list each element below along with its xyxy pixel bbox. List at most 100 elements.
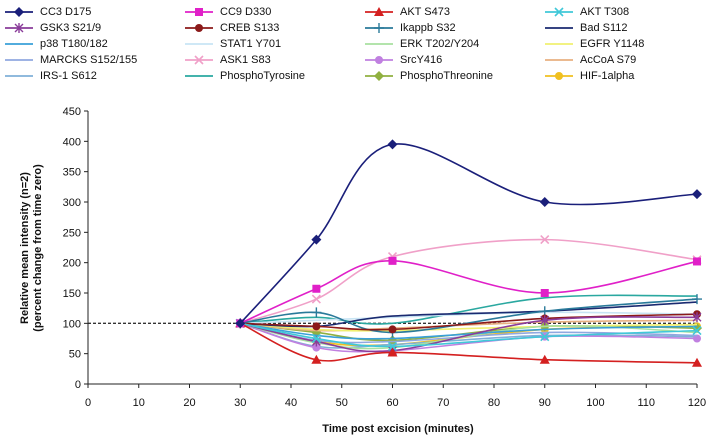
legend-label: p38 T180/182 (40, 38, 108, 50)
legend-item-erk-t202-y204: ERK T202/Y204 (364, 36, 479, 52)
data-point (692, 357, 702, 367)
x-axis-title: Time post excision (minutes) (322, 423, 474, 435)
legend-item-hif-1alpha: HIF-1alpha (544, 68, 634, 84)
legend-swatch (545, 7, 573, 17)
legend-item-akt-t308: AKT T308 (544, 4, 629, 20)
data-point (539, 197, 550, 207)
data-point (692, 312, 702, 323)
legend-swatch (545, 27, 573, 29)
data-point (235, 318, 246, 329)
legend-swatch (185, 75, 213, 77)
legend-swatch-marker (554, 7, 564, 17)
legend-label: CC9 D330 (220, 6, 272, 18)
legend-item-egfr-y1148: EGFR Y1148 (544, 36, 644, 52)
data-point (311, 333, 321, 344)
data-point (312, 284, 321, 293)
legend-swatch (185, 43, 213, 45)
x-tick-label: 0 (85, 397, 91, 409)
legend-item-irs-1-s612: IRS-1 S612 (4, 68, 97, 84)
legend-label: MARCKS S152/155 (40, 54, 138, 66)
y-tick-label: 150 (63, 288, 81, 300)
x-tick-label: 100 (586, 397, 604, 409)
data-point (388, 325, 397, 334)
legend-item-accoa-s79: AcCoA S79 (544, 52, 636, 68)
legend-label: AcCoA S79 (580, 54, 637, 66)
legend-swatch (365, 56, 393, 64)
legend-label: GSK3 S21/9 (40, 22, 102, 34)
series-line-akt-t308 (240, 322, 698, 348)
x-tick-label: 50 (336, 397, 348, 409)
data-point (387, 139, 398, 150)
legend-swatch-marker (195, 8, 203, 16)
data-point (387, 341, 398, 351)
legend-item-srcy416: SrcY416 (364, 52, 442, 68)
series-line-ikappb-s32 (240, 298, 698, 334)
legend-swatch (5, 75, 33, 77)
legend-swatch-marker (194, 55, 204, 65)
legend-label: AKT T308 (580, 6, 630, 18)
legend-swatch-marker (14, 23, 24, 33)
legend-swatch (185, 24, 213, 32)
data-point (311, 234, 322, 245)
legend-swatch (185, 8, 213, 16)
x-tick-label: 10 (133, 397, 145, 409)
x-tick-label: 30 (234, 397, 246, 409)
legend-label: STAT1 Y701 (220, 38, 282, 50)
y-tick-label: 250 (63, 227, 81, 239)
legend-label: SrcY416 (400, 54, 443, 66)
data-point (692, 294, 702, 305)
series-line-cc3-d175 (239, 143, 698, 324)
legend-swatch-marker (375, 56, 383, 64)
legend-swatch (185, 55, 213, 65)
x-tick-label: 90 (539, 397, 551, 409)
data-point (387, 347, 398, 357)
y-axis-title-line-1: Relative mean intensity (n=2) (19, 172, 31, 324)
series-line-creb-s133 (240, 313, 698, 331)
legend-swatch-marker (374, 23, 384, 33)
legend-label: Bad S112 (580, 22, 628, 34)
series-line-stat1-y701 (240, 311, 698, 325)
data-point (311, 354, 322, 364)
data-point (311, 307, 322, 318)
legend-swatch (545, 43, 573, 45)
data-point (693, 257, 701, 266)
series-p38-t180-182 (240, 322, 698, 340)
legend-swatch (365, 23, 393, 33)
series-line-srcy416 (240, 322, 698, 353)
legend-item-cc9-d330: CC9 D330 (184, 4, 271, 20)
legend-item-marcks-s152-155: MARCKS S152/155 (4, 52, 137, 68)
series-line-ask1-s83 (240, 238, 698, 325)
data-point (312, 322, 321, 331)
y-tick-label: 350 (63, 167, 81, 179)
x-tick-label: 70 (437, 397, 449, 409)
y-tick-label: 0 (75, 379, 81, 391)
legend-swatch-marker (195, 24, 203, 32)
legend-item-creb-s133: CREB S133 (184, 20, 279, 36)
y-tick-label: 50 (69, 349, 81, 361)
data-point (540, 332, 550, 342)
legend-label: PhosphoThreonine (400, 70, 493, 82)
x-tick-label: 120 (688, 397, 706, 409)
x-tick-label: 110 (637, 397, 655, 409)
legend-item-phosphotyrosine: PhosphoTyrosine (184, 68, 305, 84)
legend-swatch (365, 7, 393, 16)
data-point (388, 256, 397, 265)
data-point (692, 189, 702, 200)
legend-swatch (5, 7, 33, 17)
y-tick-label: 400 (63, 136, 81, 148)
series-stat1-y701 (240, 311, 698, 325)
data-point (540, 289, 549, 297)
series-line-akt-s473 (239, 322, 698, 364)
legend-swatch (5, 23, 33, 33)
legend-label: PhosphoTyrosine (220, 70, 305, 82)
data-point (311, 294, 321, 304)
data-point (540, 315, 550, 326)
legend-item-ikappb-s32: Ikappb S32 (364, 20, 456, 36)
legend-label: ERK T202/Y204 (400, 38, 480, 50)
legend-item-stat1-y701: STAT1 Y701 (184, 36, 281, 52)
series-line-cc9-d330 (239, 260, 698, 325)
series-cc3-d175 (235, 139, 702, 329)
chart-legend: CC3 D175 CC9 D330 AKT S473 AKT T308 GSK3 S21… (0, 0, 706, 100)
legend-item-p38-t180-182: p38 T180/182 (4, 36, 108, 52)
